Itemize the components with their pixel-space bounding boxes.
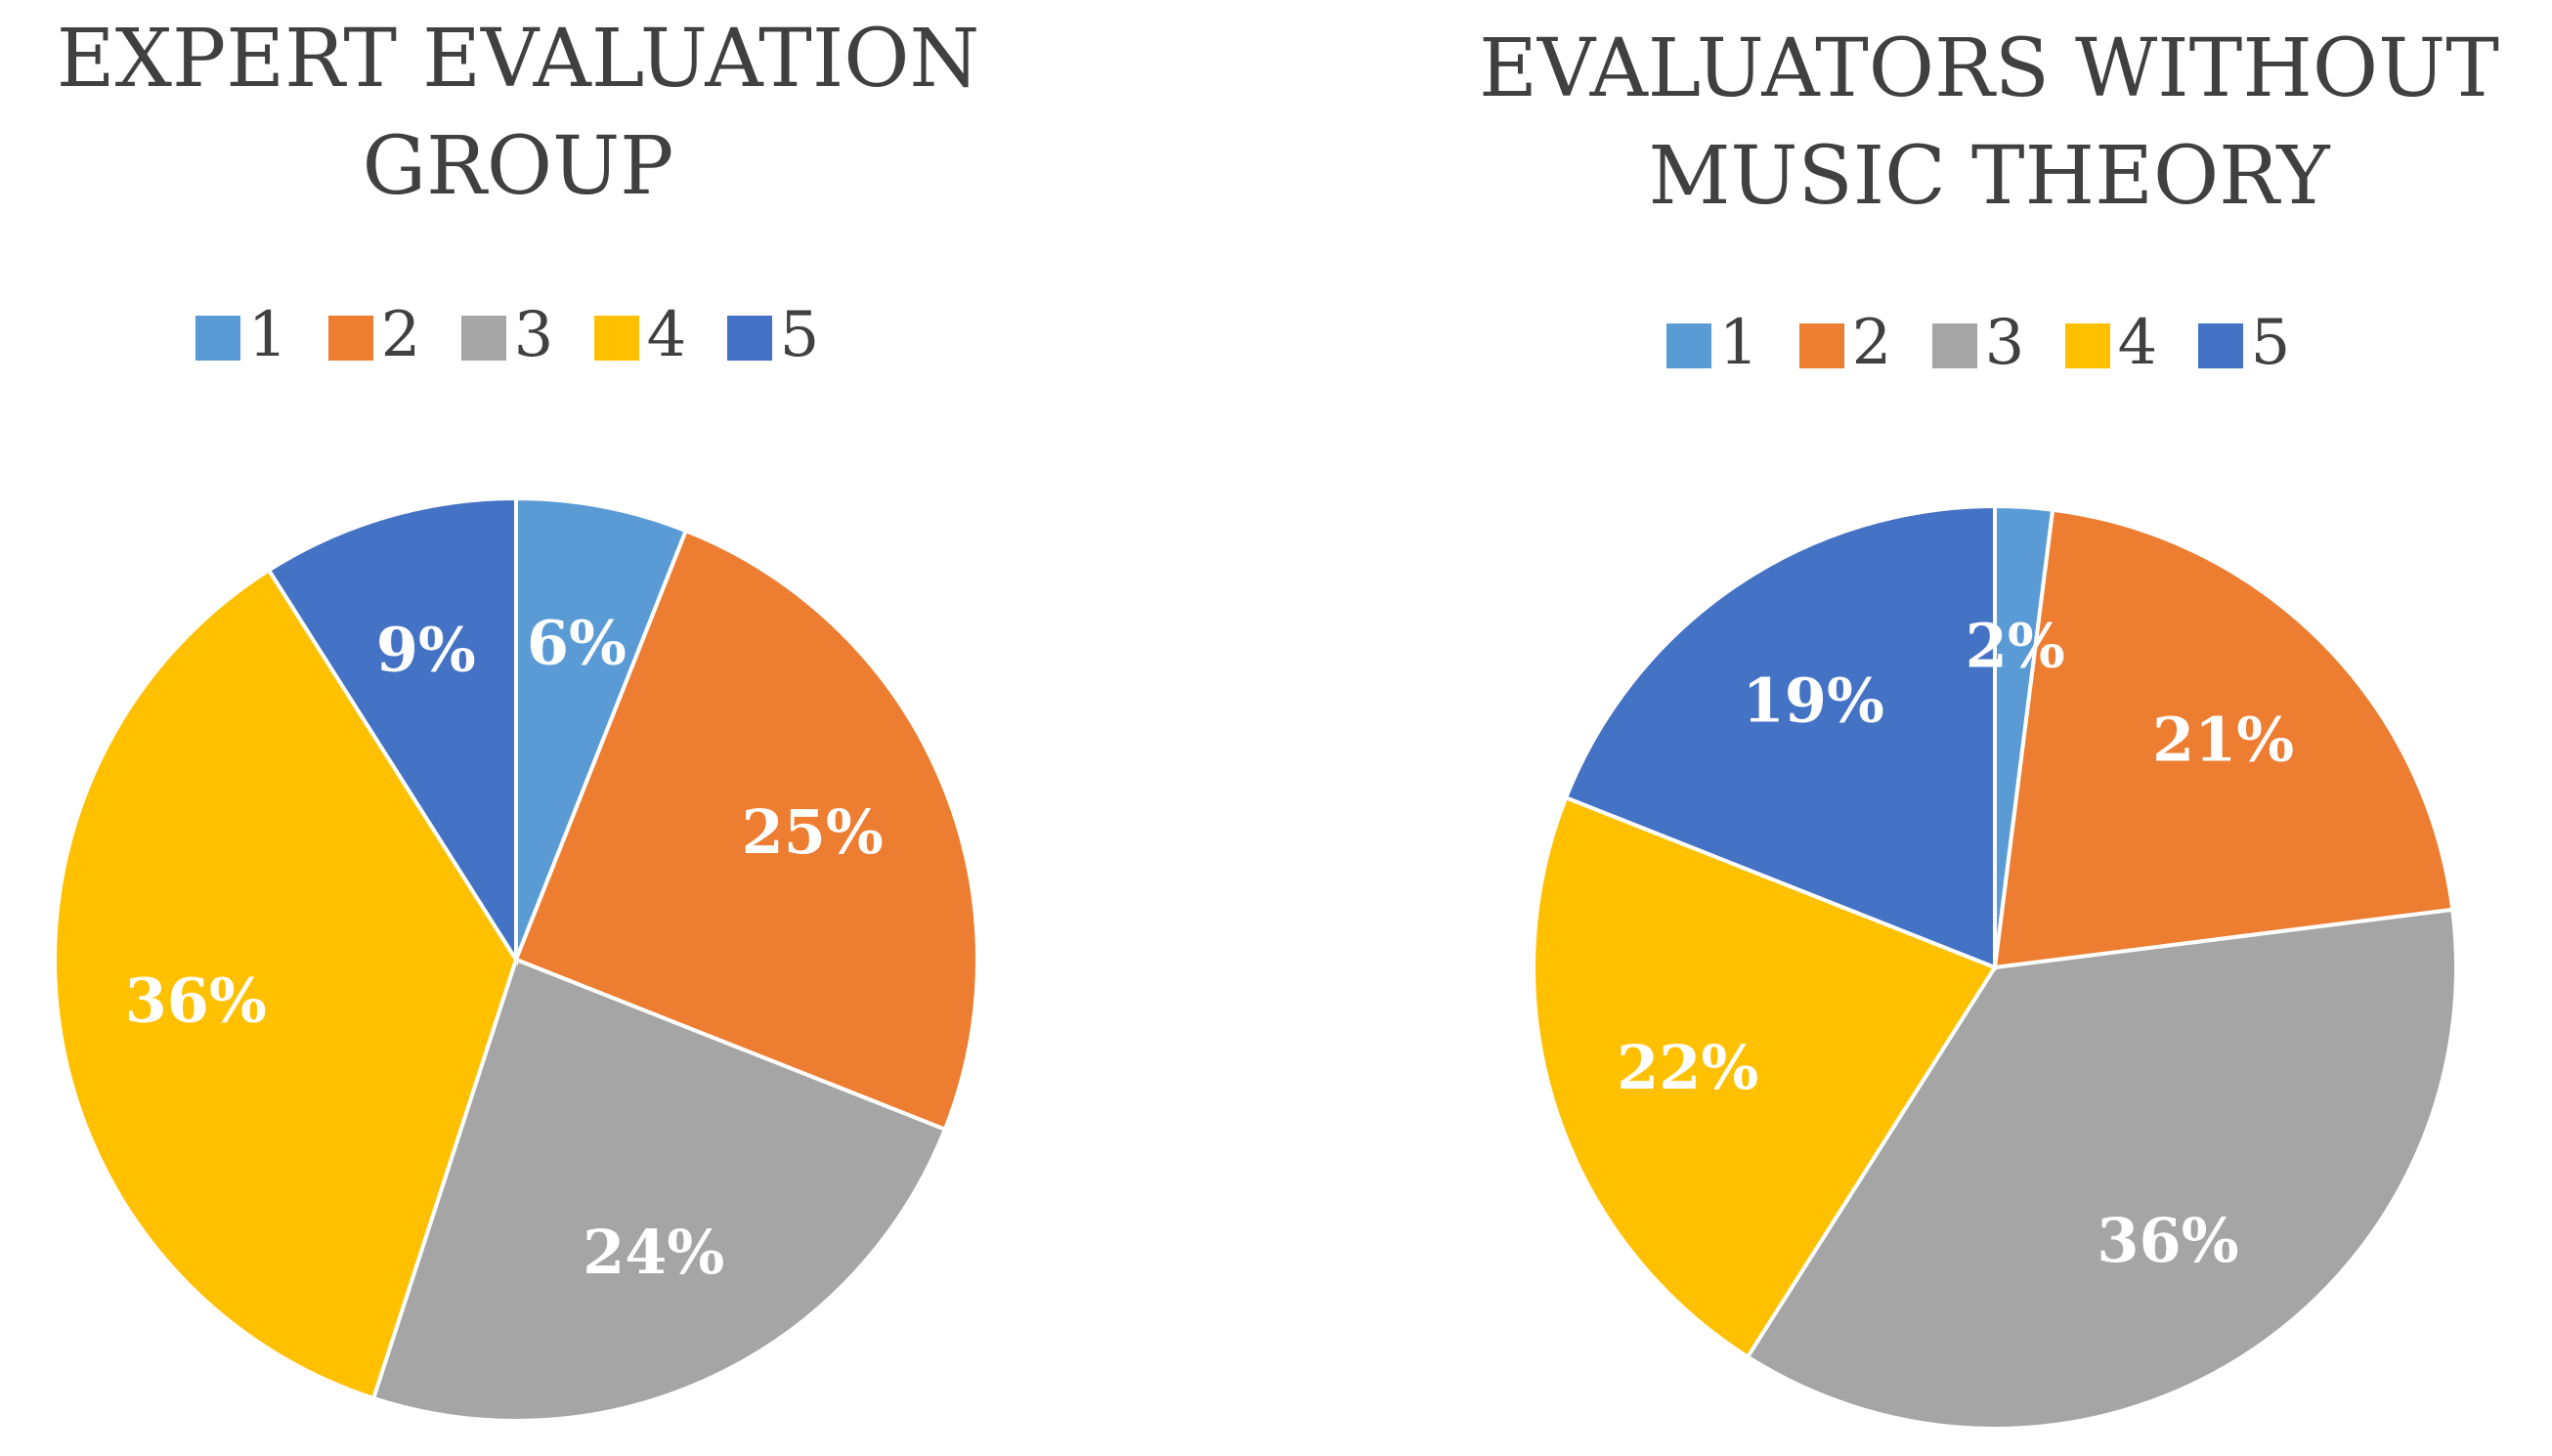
legend-swatch-1 [195,316,240,361]
pie-data-label: 22% [1617,1032,1758,1103]
pie-slice-3 [1745,907,2458,1431]
chart-legend: 1 2 3 4 5 [1666,307,2290,379]
chart-title-line-1: EXPERT EVALUATION [57,13,979,106]
chart-expert-group: EXPERT EVALUATION GROUP 1 2 3 4 5 6% 25% 24% 36… [53,13,979,1423]
pie-slice-4 [53,567,519,1401]
chart-title-line-2: GROUP [363,120,674,213]
legend-label-3: 3 [514,299,554,371]
pie-slice-5 [266,495,518,966]
pie-data-label: 9% [376,615,476,686]
legend-label-5: 5 [780,299,820,371]
pie-data-label: 25% [742,796,884,868]
legend-swatch-1 [1666,323,1711,368]
legend-swatch-5 [727,316,772,361]
pie-data-label: 6% [527,607,627,678]
pie: 2% 21% 36% 22% 19% [1532,503,2458,1431]
pie-slice-4 [1532,794,1998,1360]
pie-slice-5 [1563,503,1997,970]
legend-swatch-3 [461,316,506,361]
chart-title-line-2: MUSIC THEORY [1648,130,2330,223]
pie-slice-2 [513,528,979,1133]
legend-label-3: 3 [1985,307,2025,379]
legend-swatch-3 [1932,323,1977,368]
pie-data-label: 24% [583,1217,724,1288]
legend-label-4: 4 [2118,307,2158,379]
legend-label-5: 5 [2251,307,2291,379]
pie-data-label: 36% [125,964,267,1036]
legend-swatch-2 [1799,323,1844,368]
legend-swatch-5 [2198,323,2243,368]
chart-legend: 1 2 3 4 5 [195,299,819,371]
chart-title-line-1: EVALUATORS WITHOUT [1479,22,2499,115]
chart-non-theory-group: EVALUATORS WITHOUT MUSIC THEORY 1 2 3 4 5 2%… [1479,22,2499,1431]
legend-label-1: 1 [248,299,288,371]
pie: 6% 25% 24% 36% 9% [53,495,979,1423]
pie-data-label: 21% [2152,704,2294,775]
pie-slice-1 [514,495,689,961]
legend-label-4: 4 [647,299,687,371]
pie-data-label: 19% [1743,665,1884,737]
legend-swatch-4 [2065,323,2110,368]
pie-slice-3 [370,957,948,1423]
pie-data-label: 36% [2097,1205,2238,1276]
pie-data-label: 2% [1966,610,2065,681]
pie-slice-2 [1992,507,2455,970]
legend-label-2: 2 [1852,307,1892,379]
legend-label-1: 1 [1719,307,1759,379]
legend-swatch-2 [328,316,373,361]
legend-swatch-4 [594,316,639,361]
legend-label-2: 2 [381,299,421,371]
